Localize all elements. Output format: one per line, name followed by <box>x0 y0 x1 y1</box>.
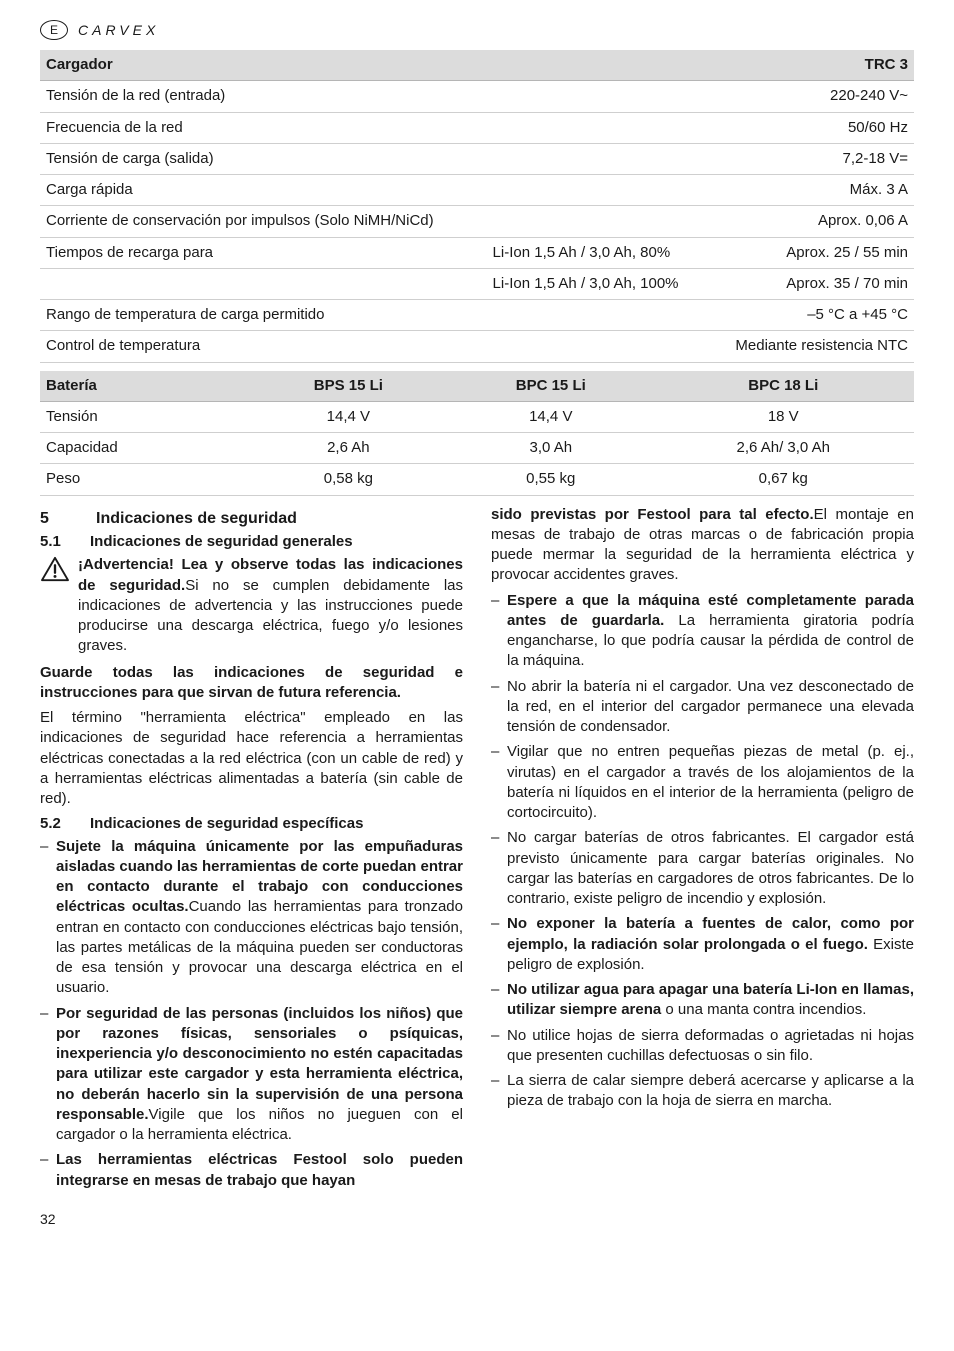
table-header: BPC 15 Li <box>449 371 652 402</box>
page-header: E CARVEX <box>40 20 914 40</box>
table-cell: 14,4 V <box>248 401 449 432</box>
table-cell: Li-Ion 1,5 Ah / 3,0 Ah, 100% <box>487 268 708 299</box>
table-cell: 3,0 Ah <box>449 433 652 464</box>
table-header: BPC 18 Li <box>653 371 915 402</box>
table-cell <box>487 331 708 362</box>
table-cell <box>40 268 487 299</box>
list-item: Las herramientas eléctricas Festool solo… <box>40 1150 463 1191</box>
section-5-1-heading: 5.1 Indicaciones de seguridad generales <box>40 532 463 552</box>
table-row: Rango de temperatura de carga permitido –… <box>40 300 914 331</box>
table-cell: 18 V <box>653 401 915 432</box>
list-item: Por seguridad de las personas (incluidos… <box>40 1004 463 1146</box>
table-cell: 2,6 Ah/ 3,0 Ah <box>653 433 915 464</box>
table-cell <box>487 300 708 331</box>
section-number: 5 <box>40 508 68 530</box>
table-cell: Aprox. 25 / 55 min <box>708 237 914 268</box>
table-row: Peso0,58 kg0,55 kg0,67 kg <box>40 464 914 495</box>
table-cell: 0,58 kg <box>248 464 449 495</box>
table-row: Control de temperatura Mediante resistenc… <box>40 331 914 362</box>
table-header: BPS 15 Li <box>248 371 449 402</box>
table-cell: Aprox. 35 / 70 min <box>708 268 914 299</box>
list-item: No exponer la batería a fuentes de calor… <box>491 914 914 975</box>
table-cell: Aprox. 0,06 A <box>708 206 914 237</box>
table-row: Tensión14,4 V14,4 V18 V <box>40 401 914 432</box>
table-cell <box>487 175 708 206</box>
list-item: Vigilar que no entren pequeñas piezas de… <box>491 742 914 823</box>
table-cell: 50/60 Hz <box>708 112 914 143</box>
section-number: 5.2 <box>40 814 68 834</box>
warning-text: ¡Advertencia! Lea y observe todas las in… <box>78 555 463 656</box>
brand-name: CARVEX <box>78 21 159 40</box>
section-5-heading: 5 Indicaciones de seguridad <box>40 508 463 530</box>
table-cell: Mediante resistencia NTC <box>708 331 914 362</box>
table-row: Capacidad2,6 Ah3,0 Ah2,6 Ah/ 3,0 Ah <box>40 433 914 464</box>
table-cell: Li-Ion 1,5 Ah / 3,0 Ah, 80% <box>487 237 708 268</box>
keep-instructions: Guarde todas las indicaciones de segurid… <box>40 663 463 704</box>
warning-icon <box>40 556 70 582</box>
table-cell: Control de temperatura <box>40 331 487 362</box>
table-row: Tensión de la red (entrada) 220-240 V~ <box>40 81 914 112</box>
charger-spec-table: Cargador TRC 3 Tensión de la red (entrada… <box>40 50 914 363</box>
table-cell: Máx. 3 A <box>708 175 914 206</box>
table-cell: Tensión de carga (salida) <box>40 143 487 174</box>
section-title: Indicaciones de seguridad específicas <box>90 814 363 834</box>
table-cell <box>487 81 708 112</box>
term-definition: El término "herramienta eléctrica" emple… <box>40 708 463 809</box>
section-number: 5.1 <box>40 532 68 552</box>
list-item: Sujete la máquina únicamente por las emp… <box>40 837 463 999</box>
table-row: Tensión de carga (salida) 7,2-18 V= <box>40 143 914 174</box>
table-header: TRC 3 <box>708 50 914 81</box>
table-header: Batería <box>40 371 248 402</box>
table-cell: Tiempos de recarga para <box>40 237 487 268</box>
list-item: No abrir la batería ni el cargador. Una … <box>491 677 914 738</box>
list-item: No utilice hojas de sierra deformadas o … <box>491 1026 914 1067</box>
section-title: Indicaciones de seguridad <box>96 508 297 530</box>
table-cell: 14,4 V <box>449 401 652 432</box>
section-title: Indicaciones de seguridad generales <box>90 532 353 552</box>
list-item: La sierra de calar siempre deberá acerca… <box>491 1071 914 1112</box>
content-columns: 5 Indicaciones de seguridad 5.1 Indicaci… <box>40 504 914 1196</box>
page-number: 32 <box>40 1210 914 1229</box>
section-5-2-heading: 5.2 Indicaciones de seguridad específica… <box>40 814 463 834</box>
table-header: Cargador <box>40 50 487 81</box>
table-cell: 0,67 kg <box>653 464 915 495</box>
table-header <box>487 50 708 81</box>
table-cell: –5 °C a +45 °C <box>708 300 914 331</box>
list-item: No utilizar agua para apagar una batería… <box>491 980 914 1021</box>
table-cell: 2,6 Ah <box>248 433 449 464</box>
table-cell <box>487 112 708 143</box>
battery-spec-table: BateríaBPS 15 LiBPC 15 LiBPC 18 Li Tensi… <box>40 371 914 496</box>
table-cell: 7,2-18 V= <box>708 143 914 174</box>
table-row: Li-Ion 1,5 Ah / 3,0 Ah, 100%Aprox. 35 / … <box>40 268 914 299</box>
table-cell <box>487 206 708 237</box>
continued-text: sido previstas por Festool para tal efec… <box>491 505 914 586</box>
list-item: No cargar baterías de otros fabricantes.… <box>491 828 914 909</box>
table-cell: Rango de temperatura de carga permitido <box>40 300 487 331</box>
table-cell: 0,55 kg <box>449 464 652 495</box>
table-row: Tiempos de recarga paraLi-Ion 1,5 Ah / 3… <box>40 237 914 268</box>
table-row: Corriente de conservación por impulsos (… <box>40 206 914 237</box>
list-item: Espere a que la máquina esté completamen… <box>491 591 914 672</box>
table-cell: Capacidad <box>40 433 248 464</box>
table-cell: Corriente de conservación por impulsos (… <box>40 206 487 237</box>
warning-block: ¡Advertencia! Lea y observe todas las in… <box>40 554 463 661</box>
table-cell: Carga rápida <box>40 175 487 206</box>
table-row: Frecuencia de la red 50/60 Hz <box>40 112 914 143</box>
table-cell <box>487 143 708 174</box>
table-cell: Frecuencia de la red <box>40 112 487 143</box>
left-column: 5 Indicaciones de seguridad 5.1 Indicaci… <box>40 504 463 1196</box>
table-cell: Peso <box>40 464 248 495</box>
table-cell: Tensión de la red (entrada) <box>40 81 487 112</box>
language-badge: E <box>40 20 68 40</box>
table-row: Carga rápida Máx. 3 A <box>40 175 914 206</box>
safety-list-left: Sujete la máquina únicamente por las emp… <box>40 837 463 1191</box>
table-cell: 220-240 V~ <box>708 81 914 112</box>
right-column: sido previstas por Festool para tal efec… <box>491 504 914 1196</box>
safety-list-right: Espere a que la máquina esté completamen… <box>491 591 914 1112</box>
table-cell: Tensión <box>40 401 248 432</box>
